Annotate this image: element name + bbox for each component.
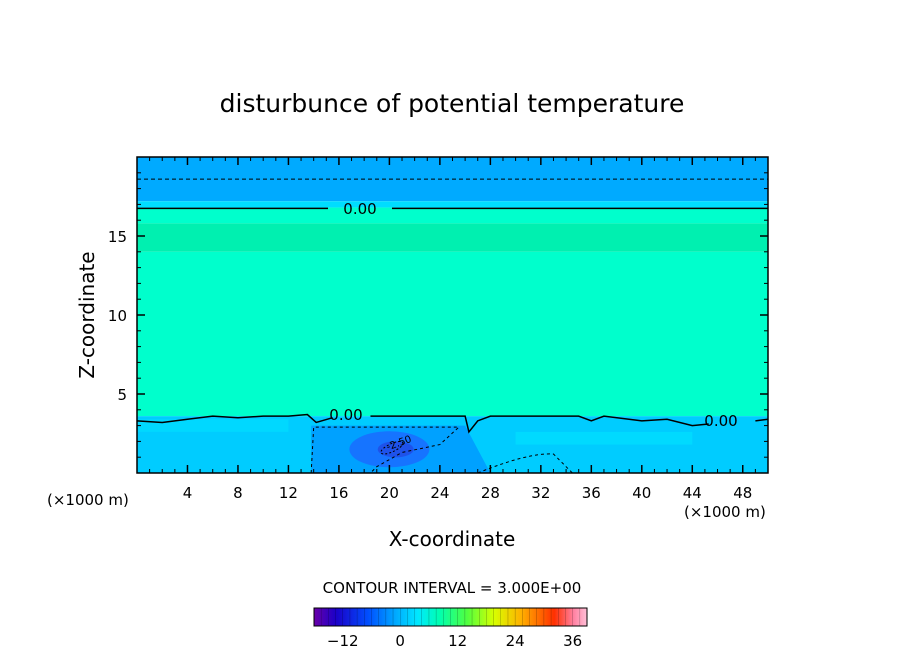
y-tick-label: 15 [108, 228, 127, 246]
lower-layer-streak [515, 431, 693, 445]
x-axis-label: X-coordinate [389, 527, 516, 551]
contour-label-0-low-right: 0.00 [704, 412, 737, 430]
x-tick-label: 24 [430, 484, 449, 502]
colorbar-tick-label: 0 [395, 632, 405, 650]
x-tick-label: 44 [683, 484, 702, 502]
colorbar-tick-label: −12 [327, 632, 359, 650]
zero-contour-lower-left [137, 413, 333, 424]
x-tick-label: 48 [733, 484, 752, 502]
y-tick-label: 5 [117, 386, 127, 404]
contour-interval-text: CONTOUR INTERVAL = 3.000E+00 [323, 579, 582, 597]
field-band-4 [137, 251, 768, 417]
cold-pool-contour [310, 426, 461, 473]
x-tick-label: 28 [481, 484, 500, 502]
field-band-3 [137, 223, 768, 252]
x-tick-label: 12 [279, 484, 298, 502]
colorbar-tick-label: 24 [506, 632, 525, 650]
x-tick-label: 8 [233, 484, 243, 502]
field-band-1 [137, 201, 768, 208]
x-unit-right: (×1000 m) [684, 503, 766, 521]
colorbar-gradient [313, 607, 588, 627]
colorbar-tick-label: 36 [563, 632, 582, 650]
colorbar: −12 0 12 24 36 [313, 607, 588, 650]
x-tick-label: 40 [632, 484, 651, 502]
colorbar-tick-label: 12 [448, 632, 467, 650]
right-pool-contour [477, 453, 573, 473]
contour-label-0-upper: 0.00 [343, 200, 376, 218]
y-tick-label: 10 [108, 307, 127, 325]
x-tick-label: 32 [531, 484, 550, 502]
chart-title: disturbunce of potential temperature [220, 89, 685, 118]
zero-contour-lower-mid [370, 415, 709, 434]
zero-contour-lower-right [755, 418, 768, 422]
cold-core-contour [380, 440, 404, 455]
x-tick-label: 20 [380, 484, 399, 502]
x-tick-label: 36 [582, 484, 601, 502]
contour-label-0-low-left: 0.00 [329, 406, 362, 424]
lower-layer-streak-left [137, 419, 289, 432]
temperature-field [137, 157, 768, 473]
x-tick-label: 16 [329, 484, 348, 502]
x-unit-left: (×1000 m) [47, 491, 129, 509]
y-axis-label: Z-coordinate [75, 251, 99, 378]
x-tick-label: 4 [183, 484, 193, 502]
field-band-2 [137, 207, 768, 224]
contour-lines [137, 178, 768, 473]
